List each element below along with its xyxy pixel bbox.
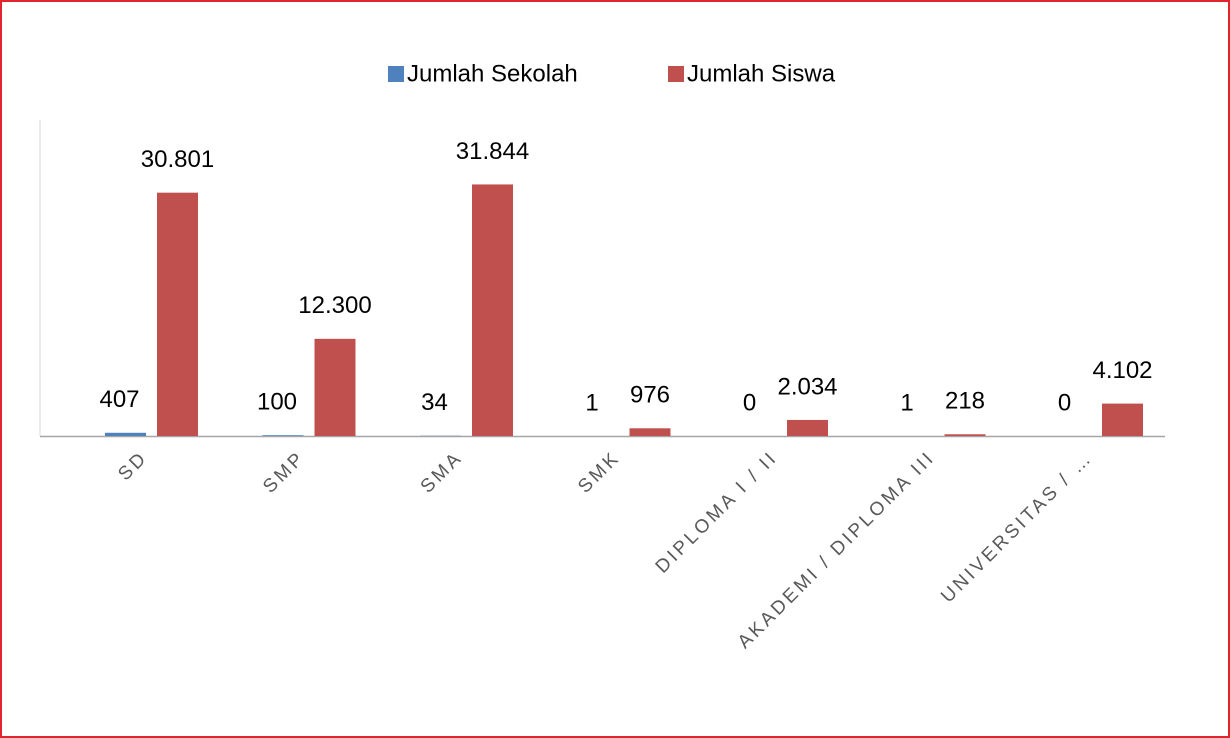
data-label: 31.844 [456, 138, 529, 165]
data-label: 0 [743, 389, 756, 416]
data-label: 1 [900, 389, 913, 416]
bar [472, 184, 513, 436]
x-tick-label: SMP [259, 447, 309, 497]
data-label: 0 [1058, 389, 1071, 416]
bar [105, 432, 146, 436]
legend-swatch [388, 66, 404, 82]
x-tick-label: SMA [417, 447, 467, 497]
data-label: 218 [945, 388, 985, 415]
bar [629, 428, 671, 436]
data-label: 100 [257, 389, 297, 416]
data-label: 976 [630, 382, 670, 409]
data-label: 1 [585, 389, 598, 416]
data-label: 30.801 [141, 146, 214, 173]
data-label: 407 [99, 386, 139, 413]
x-tick-label: DIPLOMA I / II [652, 447, 782, 577]
bar [944, 434, 986, 436]
data-label: 34 [421, 389, 448, 416]
bar [157, 192, 198, 436]
legend-label: Jumlah Siswa [687, 60, 836, 87]
bar [1102, 403, 1143, 436]
x-tick-label: UNIVERSITAS / … [937, 447, 1097, 607]
legend-swatch [668, 66, 684, 82]
x-tick-label: SMK [574, 447, 624, 497]
data-label: 4.102 [1092, 357, 1152, 384]
bar [262, 435, 304, 436]
x-tick-label: SD [114, 447, 152, 485]
legend-label: Jumlah Sekolah [407, 60, 578, 87]
data-label: 2.034 [777, 373, 837, 400]
bar [787, 419, 828, 436]
data-label: 12.300 [298, 292, 371, 319]
bar [314, 338, 356, 436]
